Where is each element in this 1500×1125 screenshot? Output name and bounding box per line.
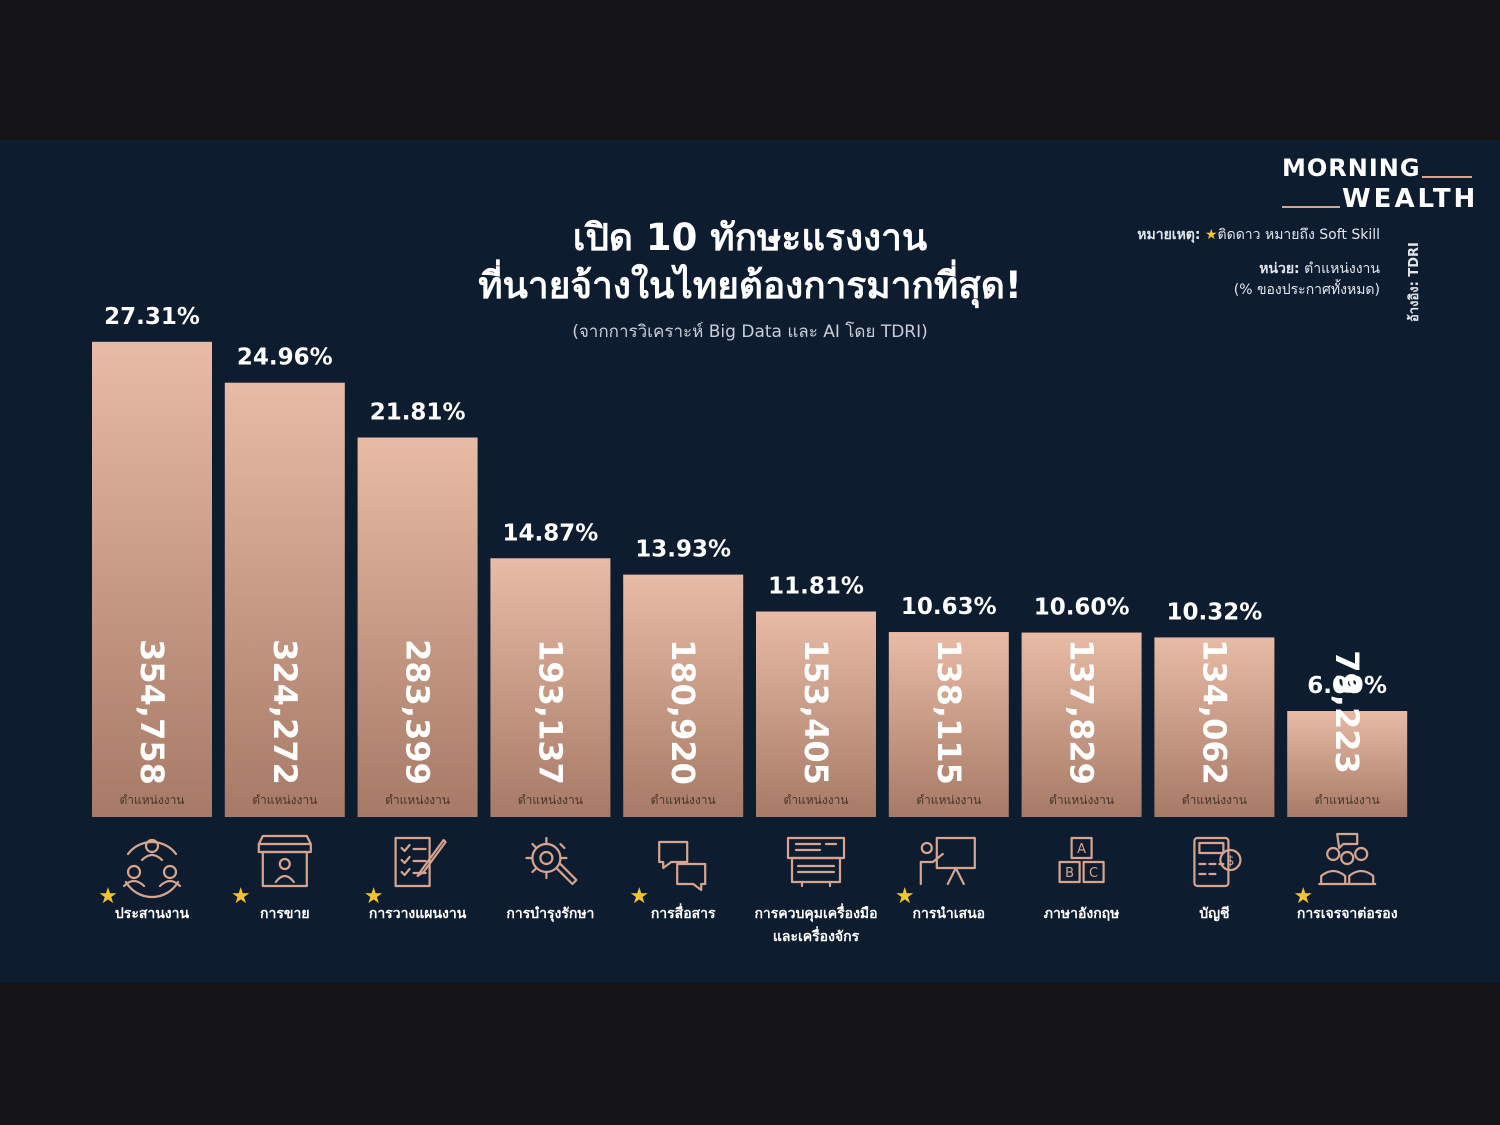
category-label: การบำรุงรักษา <box>506 906 594 922</box>
count-label: 354,758 <box>133 639 171 785</box>
count-label: 153,405 <box>797 639 835 785</box>
bar <box>490 558 611 817</box>
category-label: การเจรจาต่อรอง <box>1297 906 1398 922</box>
unit-label: ตำแหน่งงาน <box>518 793 583 807</box>
category-label: การวางแผนงาน <box>369 906 467 922</box>
svg-text:A: A <box>1077 842 1086 857</box>
count-label: 283,399 <box>399 639 437 785</box>
percent-label: 24.96% <box>237 345 333 371</box>
note-label: หมายเหตุ: <box>1137 227 1201 243</box>
category-label: การขาย <box>260 906 310 922</box>
count-label: 193,137 <box>531 639 569 785</box>
soft-skill-star-icon: ★ <box>98 884 118 909</box>
percent-label: 10.60% <box>1034 595 1130 621</box>
machine-icon <box>786 836 846 888</box>
chart-title-line1: เปิด 10 ทักษะแรงงาน <box>572 216 928 259</box>
count-label: 324,272 <box>266 639 304 785</box>
speech-bubbles-icon <box>658 840 707 892</box>
percent-label: 14.87% <box>503 520 599 546</box>
unit-label: ตำแหน่งงาน <box>916 793 981 807</box>
count-label: 180,920 <box>664 639 702 785</box>
note-text: ติดดาว หมายถึง Soft Skill <box>1217 227 1380 243</box>
count-label: 137,829 <box>1063 639 1101 785</box>
presentation-board-icon <box>919 836 976 886</box>
note-unit: หน่วย: ตำแหน่งงาน <box>1259 258 1380 280</box>
percent-label: 6.09% <box>1307 673 1387 699</box>
bar <box>623 574 744 817</box>
shop-store-icon <box>257 834 312 888</box>
count-label: 79,223 <box>1328 650 1366 773</box>
calculator-icon: $ <box>1193 836 1242 888</box>
svg-text:B: B <box>1065 866 1074 881</box>
morning-wealth-logo: MORNING WEALTH <box>1278 154 1478 216</box>
unit-label: ตำแหน่งงาน <box>119 793 184 807</box>
star-icon: ★ <box>1204 227 1218 243</box>
logo-rule <box>1282 206 1340 208</box>
logo-line2: WEALTH <box>1342 184 1479 214</box>
category-label: บัญชี <box>1199 906 1230 922</box>
category-label: การนำเสนอ <box>912 906 985 922</box>
soft-skill-star-icon: ★ <box>895 884 915 909</box>
unit-label: หน่วย: <box>1259 261 1300 277</box>
unit-label: ตำแหน่งงาน <box>252 793 317 807</box>
unit-label: ตำแหน่งงาน <box>385 793 450 807</box>
percent-label: 13.93% <box>635 537 731 563</box>
count-label: 134,062 <box>1195 639 1233 785</box>
category-label: การควบคุมเครื่องมือ <box>754 903 877 922</box>
soft-skill-star-icon: ★ <box>629 884 649 909</box>
soft-skill-star-icon: ★ <box>231 884 251 909</box>
soft-skill-star-icon: ★ <box>1293 884 1313 909</box>
unit-label: ตำแหน่งงาน <box>783 793 848 807</box>
bar <box>1021 632 1142 817</box>
logo-line1: MORNING <box>1282 154 1421 182</box>
chart-subtitle: (จากการวิเคราะห์ Big Data และ AI โดย TDR… <box>572 322 928 342</box>
note-unit-percent: (% ของประกาศทั้งหมด) <box>1233 282 1380 298</box>
percent-label: 11.81% <box>768 574 864 600</box>
count-label: 138,115 <box>930 639 968 785</box>
percent-label: 10.32% <box>1167 599 1263 625</box>
chart-title-line2: ที่นายจ้างในไทยต้องการมากที่สุด! <box>478 264 1022 307</box>
category-label: และเครื่องจักร <box>773 926 860 945</box>
soft-skill-star-icon: ★ <box>364 884 384 909</box>
svg-text:C: C <box>1089 866 1098 881</box>
unit-label: ตำแหน่งงาน <box>1182 793 1247 807</box>
percent-label: 27.31% <box>104 304 200 330</box>
checklist-pen-icon <box>394 836 447 888</box>
abc-blocks-icon: AB C <box>1058 836 1105 884</box>
unit-label: ตำแหน่งงาน <box>1049 793 1114 807</box>
negotiation-group-icon <box>1318 832 1377 886</box>
category-label: ภาษาอังกฤษ <box>1044 906 1120 922</box>
bar <box>1154 637 1275 817</box>
unit-text: ตำแหน่งงาน <box>1304 261 1380 277</box>
svg-text:$: $ <box>1226 854 1234 869</box>
percent-label: 21.81% <box>370 400 466 426</box>
bar <box>92 341 212 817</box>
unit-label: ตำแหน่งงาน <box>651 793 716 807</box>
bar <box>357 437 478 817</box>
category-label: ประสานงาน <box>115 906 190 922</box>
logo-rule <box>1422 176 1472 178</box>
bar <box>888 632 1009 817</box>
percent-label: 10.63% <box>901 594 997 620</box>
bar <box>756 611 876 817</box>
team-network-icon <box>122 838 182 899</box>
bar <box>1287 711 1408 817</box>
category-label: การสื่อสาร <box>651 903 716 922</box>
bar <box>224 382 345 817</box>
note-soft-skill: หมายเหตุ: ★ติดดาว หมายถึง Soft Skill <box>1137 224 1380 246</box>
unit-label: ตำแหน่งงาน <box>1315 793 1380 807</box>
gear-wrench-icon <box>525 836 578 886</box>
